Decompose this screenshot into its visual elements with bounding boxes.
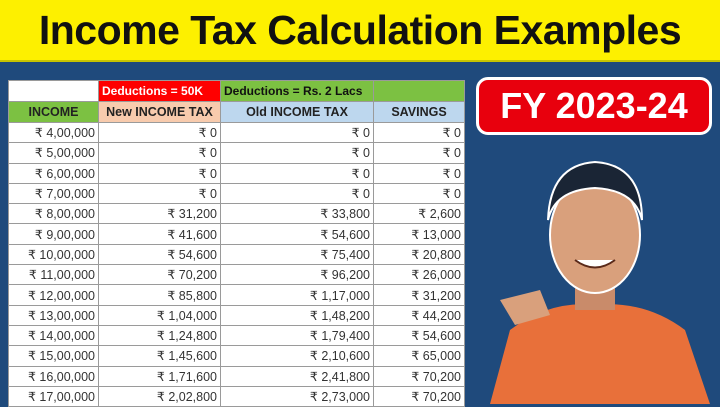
cell-new-tax: ₹ 85,800 [98, 284, 221, 306]
cell-new-tax: ₹ 0 [98, 182, 221, 205]
cell-old-tax: ₹ 2,41,800 [220, 365, 374, 387]
cell-old-tax: ₹ 33,800 [220, 203, 374, 225]
cell-savings: ₹ 54,600 [373, 324, 465, 347]
cell-new-tax: ₹ 54,600 [98, 243, 221, 266]
cell-income: ₹ 6,00,000 [8, 162, 99, 184]
cell-savings: ₹ 65,000 [373, 345, 465, 367]
cell-old-tax: ₹ 1,48,200 [220, 304, 374, 326]
fiscal-year-badge: FY 2023-24 [476, 77, 712, 135]
group-header-empty [8, 80, 99, 102]
table-row: ₹ 17,00,000 ₹ 2,02,800 ₹ 2,73,000 ₹ 70,200 [8, 385, 465, 407]
cell-income: ₹ 14,00,000 [8, 324, 99, 347]
group-header-old-deductions: Deductions = Rs. 2 Lacs [220, 80, 374, 102]
cell-old-tax: ₹ 1,17,000 [220, 284, 374, 306]
cell-old-tax: ₹ 0 [220, 142, 374, 164]
cell-savings: ₹ 70,200 [373, 365, 465, 387]
cell-old-tax: ₹ 0 [220, 182, 374, 205]
group-header-row: Deductions = 50K Deductions = Rs. 2 Lacs [8, 80, 465, 102]
cell-savings: ₹ 0 [373, 182, 465, 205]
cell-new-tax: ₹ 2,02,800 [98, 385, 221, 407]
cell-savings: ₹ 2,600 [373, 203, 465, 225]
group-header-new-deductions: Deductions = 50K [98, 80, 221, 102]
column-header-new-tax: New INCOME TAX [98, 101, 221, 123]
cell-savings: ₹ 44,200 [373, 304, 465, 326]
thumbnail-title: Income Tax Calculation Examples [0, 0, 720, 62]
cell-income: ₹ 17,00,000 [8, 385, 99, 407]
cell-savings: ₹ 26,000 [373, 264, 465, 286]
table-row: ₹ 9,00,000 ₹ 41,600 ₹ 54,600 ₹ 13,000 [8, 223, 465, 245]
cell-income: ₹ 15,00,000 [8, 345, 99, 367]
cell-old-tax: ₹ 75,400 [220, 243, 374, 266]
smile [574, 259, 616, 269]
table-row: ₹ 10,00,000 ₹ 54,600 ₹ 75,400 ₹ 20,800 [8, 243, 465, 266]
cell-savings: ₹ 31,200 [373, 284, 465, 306]
cell-income: ₹ 13,00,000 [8, 304, 99, 326]
table-row: ₹ 16,00,000 ₹ 1,71,600 ₹ 2,41,800 ₹ 70,200 [8, 365, 465, 387]
table-row: ₹ 4,00,000 ₹ 0 ₹ 0 ₹ 0 [8, 121, 465, 144]
cell-income: ₹ 16,00,000 [8, 365, 99, 387]
cell-new-tax: ₹ 0 [98, 121, 221, 144]
cell-savings: ₹ 20,800 [373, 243, 465, 266]
table-row: ₹ 11,00,000 ₹ 70,200 ₹ 96,200 ₹ 26,000 [8, 264, 465, 286]
hair [547, 160, 643, 221]
cell-new-tax: ₹ 1,71,600 [98, 365, 221, 387]
cell-new-tax: ₹ 1,24,800 [98, 324, 221, 347]
table-row: ₹ 5,00,000 ₹ 0 ₹ 0 ₹ 0 [8, 142, 465, 164]
cell-old-tax: ₹ 1,79,400 [220, 324, 374, 347]
table-row: ₹ 8,00,000 ₹ 31,200 ₹ 33,800 ₹ 2,600 [8, 203, 465, 225]
cell-new-tax: ₹ 0 [98, 142, 221, 164]
column-header-savings: SAVINGS [373, 101, 465, 123]
table-row: ₹ 14,00,000 ₹ 1,24,800 ₹ 1,79,400 ₹ 54,600 [8, 324, 465, 347]
group-header-savings [373, 80, 465, 102]
tax-table: Deductions = 50K Deductions = Rs. 2 Lacs… [8, 80, 465, 407]
table-row: ₹ 7,00,000 ₹ 0 ₹ 0 ₹ 0 [8, 182, 465, 205]
column-header-row: INCOME New INCOME TAX Old INCOME TAX SAV… [8, 101, 465, 123]
cell-old-tax: ₹ 2,10,600 [220, 345, 374, 367]
column-header-old-tax: Old INCOME TAX [220, 101, 374, 123]
cell-savings: ₹ 0 [373, 142, 465, 164]
column-header-income: INCOME [8, 101, 99, 123]
cell-income: ₹ 12,00,000 [8, 284, 99, 306]
cell-income: ₹ 8,00,000 [8, 203, 99, 225]
cell-income: ₹ 10,00,000 [8, 243, 99, 266]
cell-new-tax: ₹ 1,45,600 [98, 345, 221, 367]
cell-income: ₹ 11,00,000 [8, 264, 99, 286]
cell-old-tax: ₹ 2,73,000 [220, 385, 374, 407]
presenter-photo [490, 160, 710, 404]
cell-old-tax: ₹ 0 [220, 162, 374, 184]
table-row: ₹ 12,00,000 ₹ 85,800 ₹ 1,17,000 ₹ 31,200 [8, 284, 465, 306]
pointing-hand [500, 290, 550, 325]
cell-savings: ₹ 0 [373, 162, 465, 184]
cell-new-tax: ₹ 0 [98, 162, 221, 184]
cell-old-tax: ₹ 0 [220, 121, 374, 144]
cell-old-tax: ₹ 96,200 [220, 264, 374, 286]
table-row: ₹ 13,00,000 ₹ 1,04,000 ₹ 1,48,200 ₹ 44,200 [8, 304, 465, 326]
cell-income: ₹ 7,00,000 [8, 182, 99, 205]
cell-income: ₹ 5,00,000 [8, 142, 99, 164]
table-row: ₹ 15,00,000 ₹ 1,45,600 ₹ 2,10,600 ₹ 65,000 [8, 345, 465, 367]
cell-new-tax: ₹ 31,200 [98, 203, 221, 225]
cell-savings: ₹ 0 [373, 121, 465, 144]
cell-savings: ₹ 13,000 [373, 223, 465, 245]
cell-income: ₹ 9,00,000 [8, 223, 99, 245]
shirt [490, 304, 710, 404]
cell-new-tax: ₹ 41,600 [98, 223, 221, 245]
table-row: ₹ 6,00,000 ₹ 0 ₹ 0 ₹ 0 [8, 162, 465, 184]
cell-income: ₹ 4,00,000 [8, 121, 99, 144]
cell-new-tax: ₹ 1,04,000 [98, 304, 221, 326]
cell-new-tax: ₹ 70,200 [98, 264, 221, 286]
cell-old-tax: ₹ 54,600 [220, 223, 374, 245]
